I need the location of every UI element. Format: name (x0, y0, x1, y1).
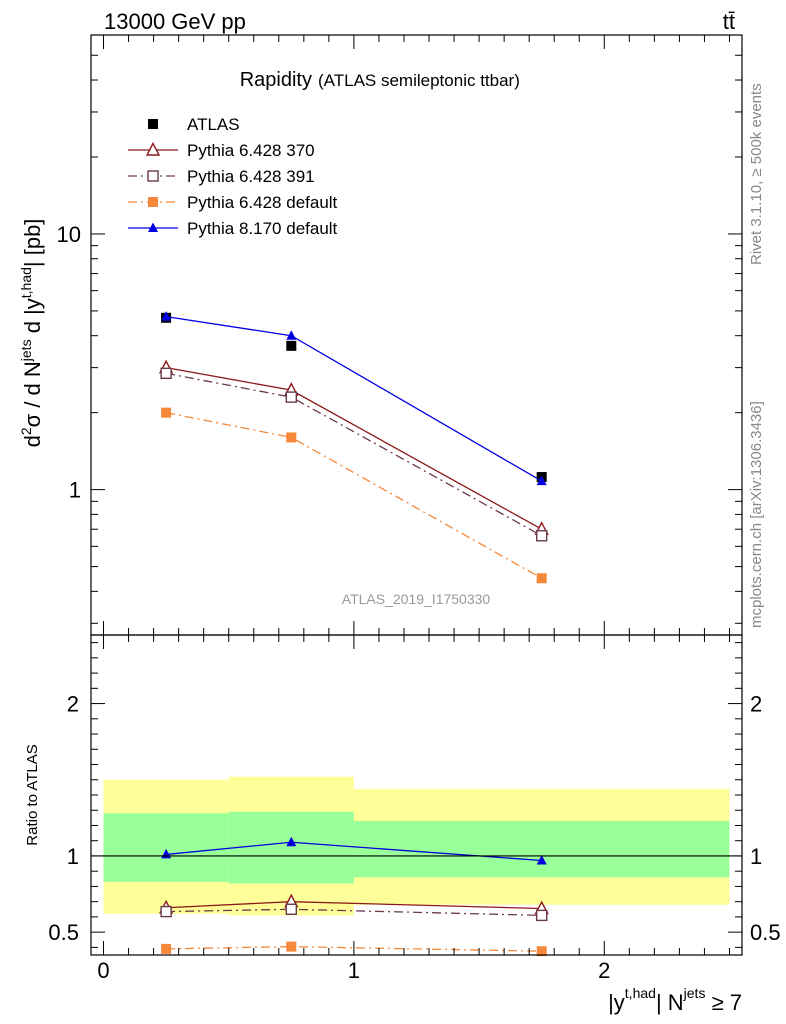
main-point-pythia-6-428-default (536, 573, 547, 584)
main-y-tick-label: 10 (57, 222, 81, 247)
plot-title: Rapidity (240, 69, 312, 91)
ratio-point-pythia-6-428-default (286, 941, 297, 952)
process-label: tt̄ (723, 9, 735, 34)
main-point-pythia-6-428-default (286, 432, 297, 443)
main-point-pythia-6-428-391 (535, 530, 548, 542)
main-y-axis-label: d2σ / d Njets d |yt,had| [pb] (18, 219, 45, 448)
ratio-uncertainty-bands (103, 776, 730, 916)
ratio-y-tick-label-left: 1 (67, 844, 79, 869)
ratio-line-pythia-6-428-391 (166, 908, 542, 917)
ratio-point-pythia-8-170-default (536, 855, 547, 865)
main-point-pythia-6-428-default (161, 407, 172, 418)
ratio-line-pythia-6-428-default (166, 945, 542, 952)
main-series-layer (158, 311, 549, 584)
green-band (103, 813, 229, 882)
green-band (228, 811, 354, 884)
ratio-series-layer (158, 836, 549, 957)
main-point-pythia-6-428-391 (160, 367, 172, 380)
legend-marker-pythia-6-428-370 (145, 141, 161, 156)
ratio-point-pythia-6-428-391 (160, 905, 172, 918)
main-line-pythia-6-428-default (165, 412, 543, 579)
ratio-y-tick-label-right: 2 (750, 692, 762, 717)
main-point-atlas (286, 340, 297, 351)
ratio-y-tick-label-left: 2 (67, 692, 79, 717)
collision-label: 13000 GeV pp (104, 9, 246, 34)
ratio-point-pythia-8-170-default (286, 836, 297, 847)
legend-label-pythia-6-428-370: Pythia 6.428 370 (187, 141, 315, 160)
ratio-point-pythia-6-428-default (536, 946, 547, 957)
x-tick-label: 0 (97, 958, 109, 983)
legend-marker-pythia-8-170-default (148, 222, 158, 232)
ratio-y-tick-label-right: 1 (750, 844, 762, 869)
rivet-credit: Rivet 3.1.10, ≥ 500k events (748, 83, 765, 265)
legend-marker-atlas (148, 119, 158, 129)
ratio-y-axis-label: Ratio to ATLAS (24, 744, 41, 845)
main-panel: Rapidity (ATLAS semileptonic ttbar) ATLA… (18, 34, 743, 636)
ratio-y-tick-label-right: 0.5 (750, 920, 781, 945)
legend-marker-pythia-6-428-default (148, 197, 158, 207)
x-axis-label: |yt,had| Njets ≥ 7 (608, 985, 742, 1015)
main-line-pythia-8-170-default (166, 315, 543, 482)
ratio-point-pythia-6-428-391 (285, 903, 298, 915)
ratio-panel: 0.5 0.5 1 1 2 2 0 1 2 Ratio to ATLAS |yt,had| Nj… (24, 634, 781, 1015)
main-axes: 1 10 (57, 34, 743, 636)
legend-label-pythia-6-428-default: Pythia 6.428 default (187, 193, 338, 212)
analysis-tag: ATLAS_2019_I1750330 (342, 591, 491, 607)
legend-label-pythia-6-428-391: Pythia 6.428 391 (187, 167, 315, 186)
legend-label-pythia-8-170-default: Pythia 8.170 default (187, 219, 338, 238)
main-line-pythia-6-428-391 (165, 372, 543, 537)
legend-label-atlas: ATLAS (187, 115, 240, 134)
main-point-pythia-8-170-default (536, 475, 547, 486)
x-tick-label: 2 (598, 958, 610, 983)
main-y-tick-label: 1 (69, 478, 81, 503)
ratio-axes: 0.5 0.5 1 1 2 2 0 1 2 (48, 634, 781, 983)
x-tick-label: 1 (348, 958, 360, 983)
main-point-pythia-8-170-default (286, 330, 297, 340)
source-credit: mcplots.cern.ch [arXiv:1306.3436] (748, 401, 765, 628)
green-band (353, 820, 730, 878)
legend-marker-pythia-6-428-391 (147, 170, 159, 182)
legend: ATLAS Pythia 6.428 370 Pythia 6.428 391 Pyt… (128, 115, 338, 238)
ratio-point-pythia-6-428-default (161, 943, 172, 954)
main-point-pythia-6-428-391 (285, 391, 298, 403)
plot-subtitle: (ATLAS semileptonic ttbar) (318, 71, 520, 90)
ratio-point-pythia-6-428-391 (535, 909, 548, 922)
main-point-pythia-8-170-default (161, 311, 172, 321)
ratio-y-tick-label-left: 0.5 (48, 920, 79, 945)
